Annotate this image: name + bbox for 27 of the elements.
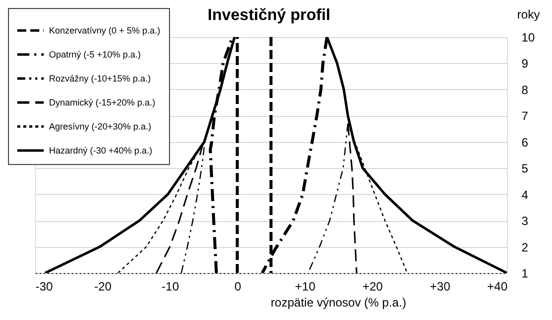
x-tick-label: +30 — [430, 280, 451, 294]
chart-title: Investičný profil — [208, 7, 330, 24]
y-tick-label: 8 — [522, 82, 528, 97]
y-tick-label: 9 — [522, 56, 528, 71]
y-tick-label: 7 — [522, 109, 528, 124]
x-tick-label: +40 — [487, 280, 508, 294]
x-tick-label: -20 — [94, 280, 112, 294]
x-tick-label: +20 — [362, 280, 384, 294]
x-tick-label: 0 — [234, 280, 242, 294]
x-axis-title: rozpätie výnosov (% p.a.) — [270, 296, 406, 310]
y-tick-label: 3 — [522, 214, 528, 228]
legend-label: Opatrný (-5 +10% p.a.) — [49, 50, 141, 60]
y-tick-label: 1 — [522, 266, 528, 280]
y-tick-label: 2 — [522, 240, 528, 254]
y-tick-label: 4 — [522, 188, 528, 202]
legend-label: Rozvážny (-10+15% p.a.) — [49, 74, 151, 84]
legend-label: Hazardný (-30 +40% p.a.) — [49, 146, 152, 156]
y-tick-label: 10 — [522, 30, 536, 44]
y-axis-title: roky — [517, 8, 540, 22]
x-tick-label: +10 — [295, 280, 316, 294]
y-tick-label: 6 — [522, 135, 528, 150]
legend-label: Konzervatívny (0 + 5% p.a.) — [49, 26, 160, 36]
legend-label: Dynamický (-15+20% p.a.) — [49, 98, 156, 108]
legend-label: Agresívny (-20+30% p.a.) — [49, 122, 152, 132]
x-tick-label: -30 — [36, 280, 54, 294]
x-tick-label: -10 — [162, 280, 180, 294]
y-tick-label: 5 — [522, 162, 528, 176]
